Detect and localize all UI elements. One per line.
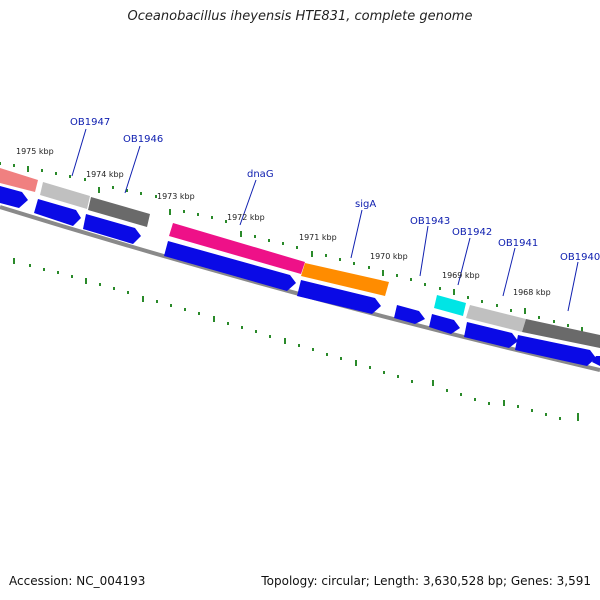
cds-arrow [0,186,28,208]
gene-label-ob1947: OB1947 [70,117,110,128]
cds-arrow [164,241,296,291]
kbp-label: 1975 kbp [16,147,54,156]
cds-arrow [34,199,81,226]
inner-tick-row [13,258,579,421]
feature-ob1940 [522,319,600,348]
kbp-label: 1971 kbp [299,233,337,242]
feature-dnaG [169,223,305,274]
accession-text: Accession: NC_004193 [9,574,146,588]
gene-label-dnaG: dnaG [247,169,274,180]
kbp-label: 1972 kbp [227,213,265,222]
genome-summary-text: Topology: circular; Length: 3,630,528 bp… [261,574,591,588]
kbp-label: 1969 kbp [442,271,480,280]
kbp-label: 1974 kbp [86,170,124,179]
gene-label-ob1942: OB1942 [452,227,492,238]
feature-ob1948 [0,168,38,192]
gene-label-ob1940: OB1940 [560,252,600,263]
kbp-label: 1970 kbp [370,252,408,261]
feature-ob1947 [40,182,90,209]
cds-arrow [592,356,600,366]
forward-features [0,168,600,348]
label-callouts [71,128,579,312]
gene-label-ob1943: OB1943 [410,216,450,227]
outer-tick-row [0,162,583,333]
cds-arrow [394,305,425,324]
feature-ob1942 [434,295,466,316]
feature-ob1941 [466,305,526,332]
kbp-labels: 1975 kbp 1974 kbp 1973 kbp 1972 kbp 1971… [16,147,551,297]
feature-sigA [301,263,389,296]
cds-features [0,186,600,366]
feature-ob1946 [88,197,150,227]
gene-label-ob1946: OB1946 [123,134,163,145]
gene-label-ob1941: OB1941 [498,238,538,249]
kbp-label: 1973 kbp [157,192,195,201]
cds-arrow [464,322,518,348]
kbp-label: 1968 kbp [513,288,551,297]
gene-labels: OB1947 OB1946 dnaG sigA OB1943 OB1942 OB… [70,117,600,263]
gene-label-sigA: sigA [355,199,376,210]
cds-arrow [515,335,596,366]
map-title: Oceanobacillus iheyensis HTE831, complet… [127,9,473,24]
cds-arrow [429,314,460,334]
cds-arrow [297,280,381,314]
cds-arrow [83,214,141,244]
